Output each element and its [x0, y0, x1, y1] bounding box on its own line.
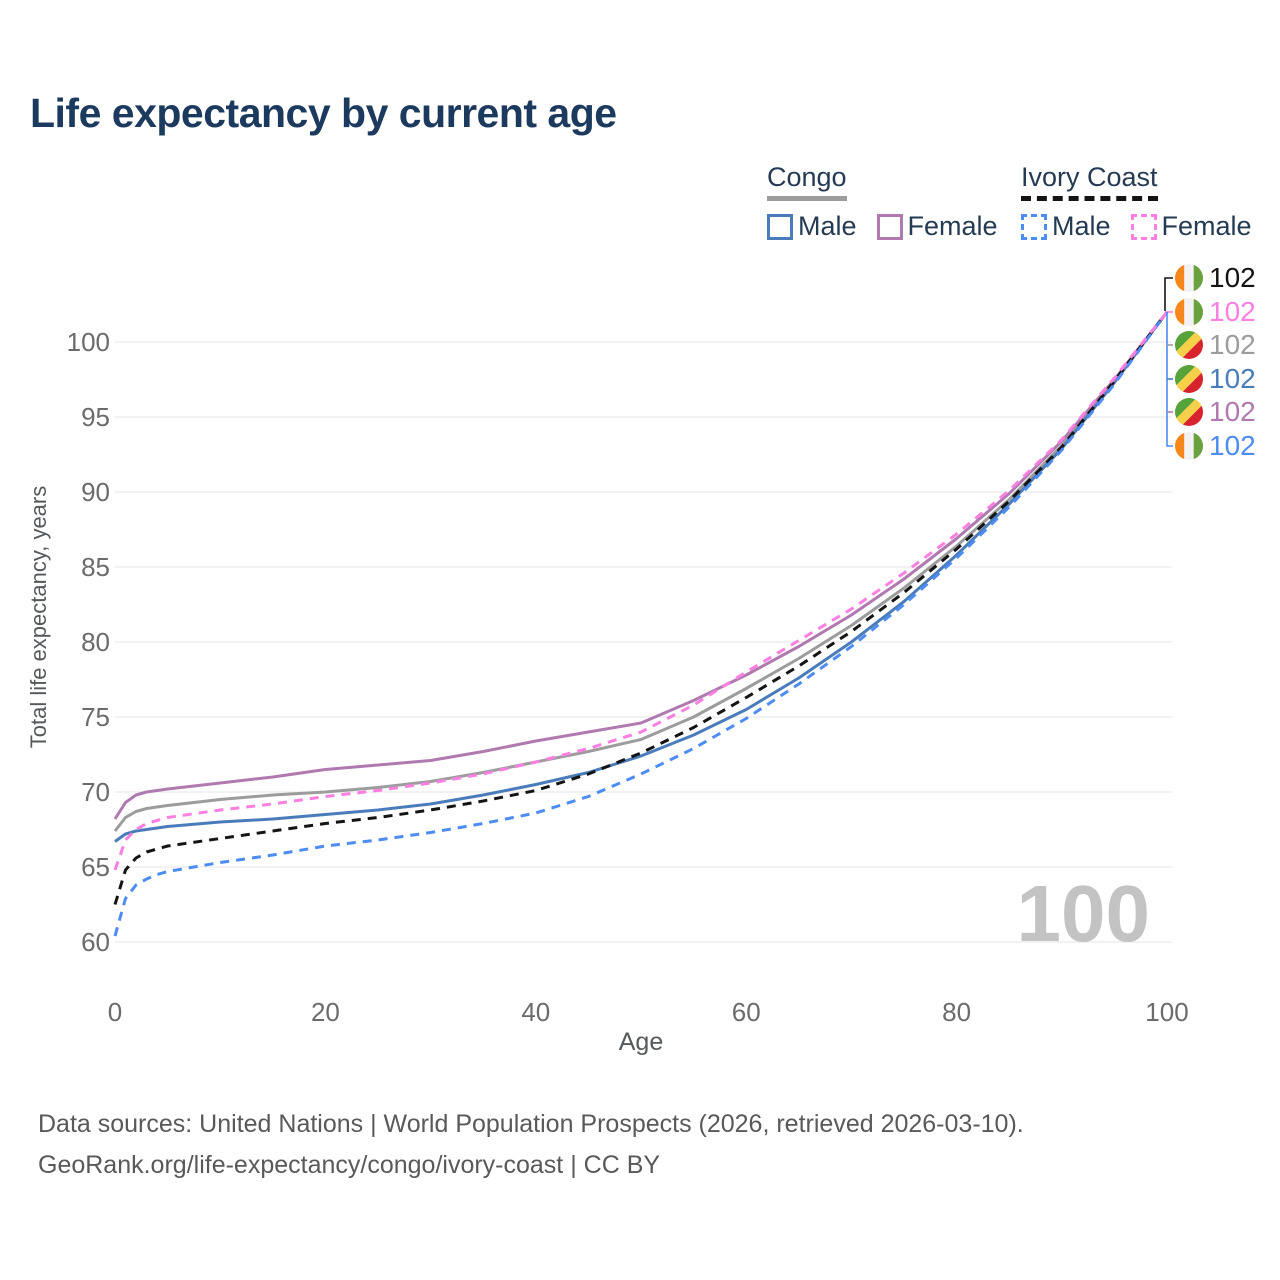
x-axis-title: Age [619, 1028, 663, 1056]
y-tick-label: 60 [81, 927, 110, 957]
end-label-ivory-coast-male: 102 [1175, 430, 1256, 461]
series-line-congo-male[interactable] [114, 311, 1169, 843]
legend-group-congo: Congo Male Female [767, 162, 998, 242]
x-tick-label: 80 [942, 997, 971, 1027]
legend-item-ivory-coast-male[interactable]: Male [1021, 211, 1111, 242]
legend-ivory-coast-label: Ivory Coast [1021, 162, 1158, 192]
stripe-orange [1175, 264, 1185, 292]
ivory-coast-flag-icon [1175, 298, 1203, 326]
end-label-value: 102 [1209, 430, 1256, 461]
chart-footer: Data sources: United Nations | World Pop… [38, 1104, 1024, 1186]
data-sources-line: Data sources: United Nations | World Pop… [38, 1110, 1024, 1138]
ivory-coast-female-label: Female [1161, 211, 1252, 241]
label-connector [1166, 312, 1173, 447]
x-tick-label: 40 [521, 997, 550, 1027]
stripe-orange [1175, 298, 1185, 326]
y-tick-label: 75 [81, 702, 110, 732]
ivory-coast-female-swatch [1130, 213, 1157, 240]
x-tick-label: 60 [732, 997, 761, 1027]
stripe-orange [1175, 432, 1185, 460]
stripe-green [1175, 331, 1200, 356]
stripe-green [1193, 432, 1203, 460]
stripe-yellow [1175, 365, 1203, 393]
stripe-yellow [1175, 331, 1203, 359]
end-label-value: 102 [1209, 262, 1256, 293]
congo-flag-icon [1175, 398, 1203, 426]
stripe-white [1184, 264, 1194, 292]
end-label-value: 102 [1209, 396, 1256, 427]
label-connector [1164, 277, 1173, 311]
ivory-coast-flag-icon [1175, 264, 1203, 292]
series-line-ivory-coast[interactable] [113, 311, 1169, 905]
congo-flag-icon [1175, 331, 1203, 359]
end-label-value: 102 [1209, 329, 1256, 360]
ivory-coast-male-swatch [1021, 213, 1047, 240]
stripe-yellow [1175, 398, 1203, 426]
y-tick-label: 90 [81, 477, 110, 507]
congo-female-swatch [876, 213, 903, 240]
congo-female-label: Female [907, 211, 998, 241]
congo-male-swatch [767, 213, 793, 240]
legend-item-congo-female[interactable]: Female [876, 211, 998, 242]
congo-male-label: Male [798, 211, 857, 241]
stripe-white [1184, 432, 1194, 460]
legend-header-ivory-coast[interactable]: Ivory Coast [1021, 162, 1158, 201]
attribution-line: GeoRank.org/life-expectancy/congo/ivory-… [38, 1151, 661, 1179]
ivory-coast-flag-icon [1175, 432, 1203, 460]
stripe-green [1175, 365, 1200, 390]
congo-line-style-sample [767, 196, 847, 201]
y-tick-label: 70 [81, 777, 110, 807]
series-line-ivory-coast-female[interactable] [113, 311, 1169, 871]
x-tick-label: 20 [311, 997, 340, 1027]
y-tick-label: 100 [67, 327, 110, 357]
legend-items-ivory-coast: Male Female [1021, 211, 1252, 242]
end-label-congo: 102 [1175, 329, 1256, 360]
y-tick-label: 95 [81, 402, 110, 432]
legend-item-congo-male[interactable]: Male [767, 211, 857, 242]
chart-legend: Congo Male Female Ivory Coast [0, 0, 1280, 250]
stripe-red [1178, 368, 1203, 393]
congo-flag-stripes [1175, 365, 1203, 393]
end-label-ivory-coast-female: 102 [1175, 296, 1256, 327]
legend-item-ivory-coast-female[interactable]: Female [1130, 211, 1252, 242]
series-line-congo-female[interactable] [113, 311, 1169, 820]
stripe-white [1184, 298, 1194, 326]
legend-congo-label: Congo [767, 162, 847, 192]
stripe-red [1178, 401, 1203, 426]
legend-header-congo[interactable]: Congo [767, 162, 847, 201]
y-tick-label: 80 [81, 627, 110, 657]
ivory-coast-male-label: Male [1052, 211, 1111, 241]
end-label-value: 102 [1209, 363, 1256, 394]
x-tick-label: 100 [1145, 997, 1188, 1027]
y-tick-label: 65 [81, 852, 110, 882]
ivory-coast-line-style-sample [1021, 196, 1158, 201]
x-tick-label: 0 [108, 997, 122, 1027]
end-label-value: 102 [1209, 296, 1256, 327]
y-axis-title: Total life expectancy, years [26, 486, 51, 749]
series-line-ivory-coast-male[interactable] [113, 311, 1169, 937]
congo-flag-stripes [1175, 331, 1203, 359]
end-label-congo-female: 102 [1175, 396, 1256, 427]
congo-flag-stripes [1175, 398, 1203, 426]
stripe-green [1193, 264, 1203, 292]
legend-group-ivory-coast: Ivory Coast Male Female [1021, 162, 1252, 242]
stripe-green [1193, 298, 1203, 326]
stripe-red [1178, 334, 1203, 359]
age-counter-watermark: 100 [1017, 869, 1150, 958]
stripe-green [1175, 398, 1200, 423]
end-label-ivory-coast: 102 [1175, 262, 1256, 293]
end-label-congo-male: 102 [1175, 363, 1256, 394]
legend-items-congo: Male Female [767, 211, 998, 242]
page-title: Life expectancy by current age [30, 90, 617, 136]
y-tick-label: 85 [81, 552, 110, 582]
series-line-congo[interactable] [113, 311, 1169, 832]
congo-flag-icon [1175, 365, 1203, 393]
